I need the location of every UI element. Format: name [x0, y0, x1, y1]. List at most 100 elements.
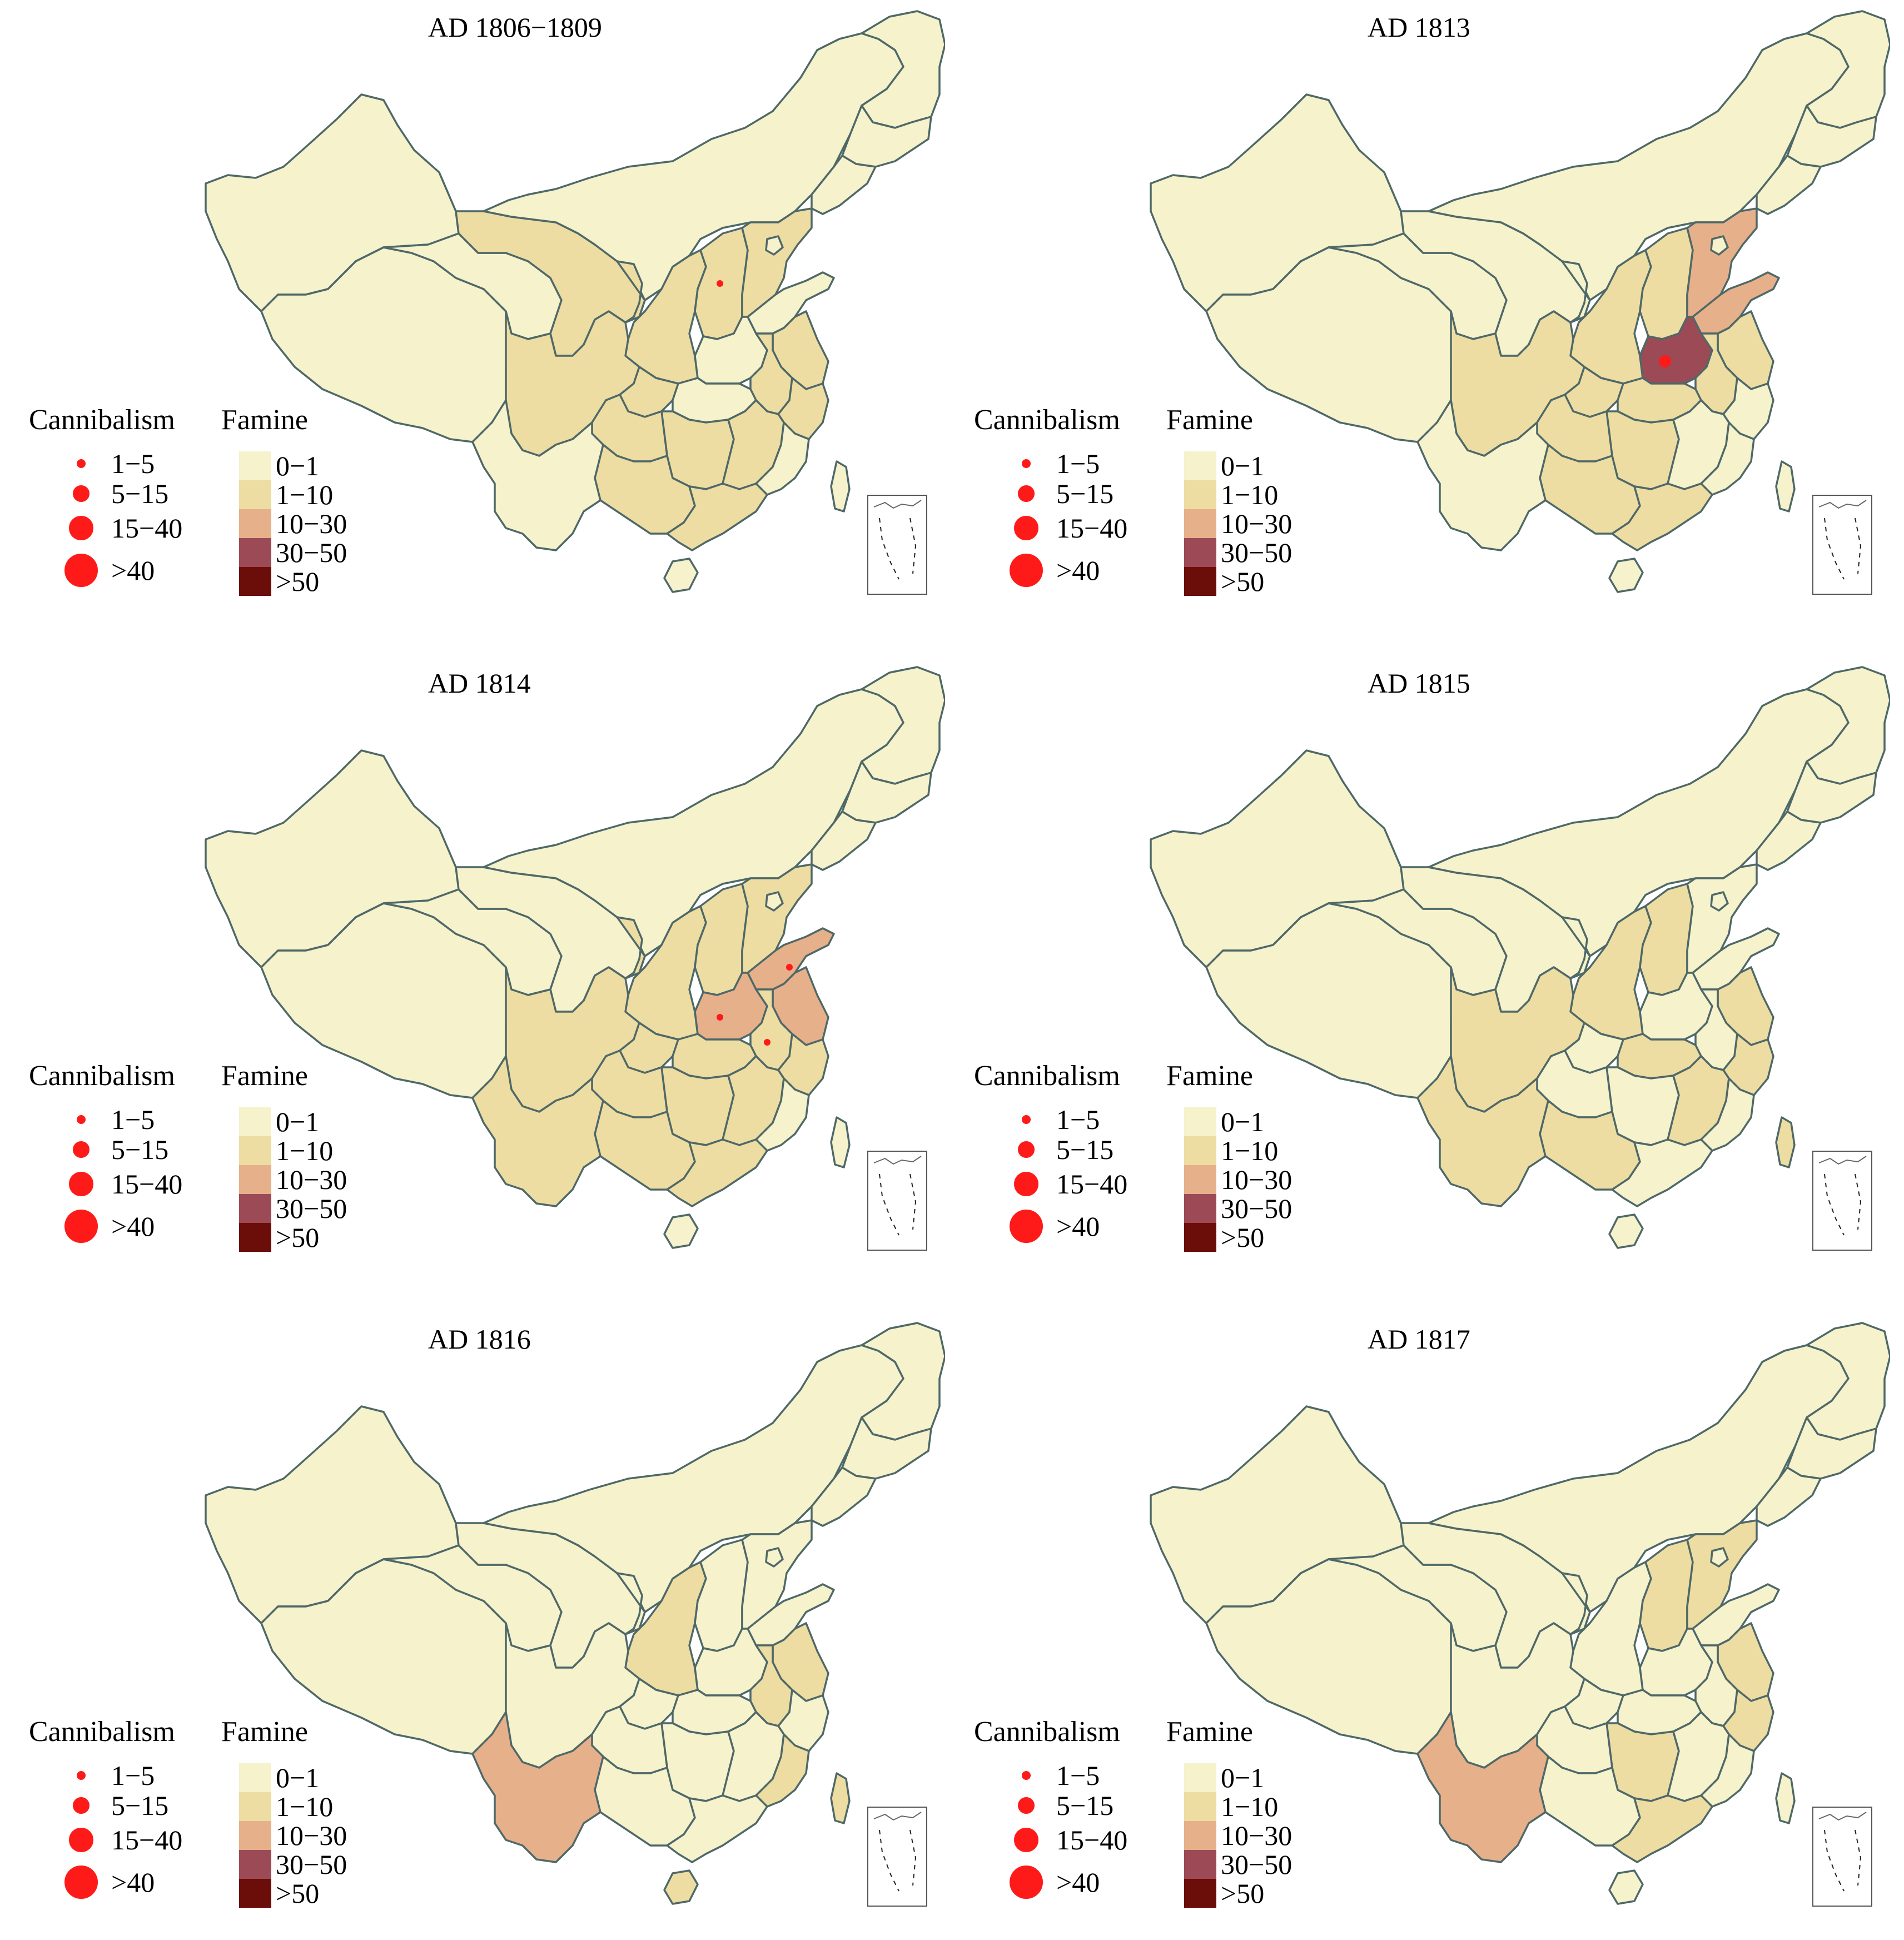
famine-legend-label: >50 [1221, 1222, 1265, 1253]
cannibalism-legend-label: 1−5 [111, 1104, 155, 1135]
province-taiwan [1775, 460, 1796, 513]
cannibalism-dot-swatch [64, 1866, 98, 1899]
famine-color-swatch [1184, 480, 1216, 509]
province-hainan [1608, 558, 1644, 593]
province-fujian [755, 421, 810, 496]
famine-color-swatch [239, 480, 271, 509]
cannibalism-legend-label: >40 [1056, 555, 1100, 586]
cannibalism-dot-swatch [73, 1797, 90, 1814]
province-liaoning [1756, 1466, 1822, 1527]
cannibalism-marker-shandong [786, 964, 793, 971]
province-beijing [1710, 1547, 1729, 1568]
famine-color-swatch [239, 1223, 271, 1252]
map-panel: AD 1815 Cannibalism Famine 1−5 5−15 15−40 >40 0… [945, 656, 1890, 1284]
map-panel: AD 1817 Cannibalism Famine 1−5 5−15 15−40 >40 0… [945, 1312, 1890, 1940]
famine-color-swatch [1184, 1136, 1216, 1165]
famine-legend-label: >50 [276, 1878, 320, 1909]
famine-color-swatch [239, 1107, 271, 1136]
south-china-sea-inset [867, 1151, 927, 1251]
famine-color-swatch [1184, 1194, 1216, 1223]
province-beijing [765, 891, 784, 912]
famine-color-swatch [239, 509, 271, 538]
map-panel: AD 1813 Cannibalism Famine 1−5 5−15 15−40 >40 0… [945, 0, 1890, 628]
famine-color-swatch [1184, 1792, 1216, 1821]
province-taiwan [830, 460, 851, 513]
cannibalism-dot-swatch [1010, 1866, 1043, 1899]
cannibalism-marker-henan [717, 1014, 723, 1021]
famine-legend-title: Famine [1166, 1060, 1253, 1092]
cannibalism-legend-label: 15−40 [111, 1168, 183, 1200]
cannibalism-marker-shanxi [717, 280, 723, 287]
cannibalism-legend-title: Cannibalism [974, 1060, 1120, 1092]
province-fujian [755, 1077, 810, 1152]
famine-legend-title: Famine [1166, 404, 1253, 436]
famine-legend-label: >50 [276, 1222, 320, 1253]
china-province-map [205, 666, 945, 1249]
famine-color-swatch [1184, 1223, 1216, 1252]
south-china-sea-inset [1812, 1151, 1872, 1251]
province-guangdong [1611, 1794, 1713, 1863]
cannibalism-legend-label: 5−15 [1056, 478, 1114, 509]
cannibalism-dot-swatch [1018, 1141, 1035, 1158]
province-guangdong [1611, 482, 1713, 551]
famine-color-swatch [1184, 1850, 1216, 1879]
famine-legend-label: 30−50 [1221, 1193, 1292, 1224]
famine-legend-label: 10−30 [276, 508, 347, 539]
cannibalism-legend-label: 1−5 [1056, 448, 1100, 479]
famine-legend-label: 1−10 [1221, 479, 1279, 510]
cannibalism-dot-swatch [1018, 485, 1035, 502]
famine-color-swatch [1184, 509, 1216, 538]
famine-legend-label: 0−1 [276, 450, 320, 481]
map-panel: AD 1816 Cannibalism Famine 1−5 5−15 15−40 >40 0… [0, 1312, 945, 1940]
famine-legend-label: 30−50 [1221, 537, 1292, 568]
province-taiwan [1775, 1116, 1796, 1168]
panel-title: AD 1817 [1368, 1324, 1470, 1355]
province-ningxia [616, 260, 646, 324]
south-china-sea-inset [867, 1807, 927, 1907]
south-china-sea-inset [1812, 1807, 1872, 1907]
cannibalism-marker-anhui [764, 1039, 770, 1046]
cannibalism-legend-label: >40 [111, 1867, 155, 1898]
famine-legend-label: 1−10 [276, 1791, 334, 1822]
cannibalism-dot-swatch [76, 459, 86, 469]
province-liaoning [1756, 155, 1822, 215]
famine-legend-label: 10−30 [1221, 1164, 1292, 1195]
cannibalism-legend-label: 15−40 [1056, 1168, 1128, 1200]
panel-title: AD 1813 [1368, 12, 1470, 43]
province-beijing [1710, 891, 1729, 912]
province-fujian [1700, 1733, 1755, 1808]
famine-legend-label: 30−50 [276, 1849, 347, 1880]
famine-legend-title: Famine [221, 1716, 308, 1748]
province-taiwan [830, 1772, 851, 1824]
panel-title: AD 1814 [428, 668, 531, 699]
famine-color-swatch [239, 567, 271, 596]
province-ningxia [616, 1572, 646, 1635]
cannibalism-legend-label: 1−5 [1056, 1104, 1100, 1135]
famine-legend-label: 0−1 [1221, 1762, 1265, 1793]
province-yunnan [471, 1055, 604, 1207]
province-yunnan [471, 399, 604, 551]
province-ningxia [1561, 916, 1591, 979]
famine-legend-label: 0−1 [276, 1106, 320, 1137]
province-hebei [1686, 207, 1758, 318]
province-beijing [765, 235, 784, 256]
province-hebei [1686, 863, 1758, 974]
famine-legend-label: 30−50 [276, 1193, 347, 1224]
famine-legend-label: 1−10 [276, 1135, 334, 1166]
famine-color-swatch [239, 1136, 271, 1165]
province-ningxia [1561, 1572, 1591, 1635]
cannibalism-dot-swatch [64, 554, 98, 587]
famine-legend-label: 1−10 [1221, 1791, 1279, 1822]
famine-color-swatch [239, 1850, 271, 1879]
province-yunnan [1416, 1055, 1549, 1207]
cannibalism-dot-swatch [73, 485, 90, 502]
province-hainan [663, 1869, 699, 1905]
province-guangdong [666, 482, 768, 551]
province-hainan [1608, 1869, 1644, 1905]
south-china-sea-inset [1812, 495, 1872, 595]
province-taiwan [830, 1116, 851, 1168]
china-province-map [1150, 666, 1890, 1249]
famine-legend-label: 30−50 [276, 537, 347, 568]
province-ningxia [616, 916, 646, 979]
famine-color-swatch [239, 1194, 271, 1223]
